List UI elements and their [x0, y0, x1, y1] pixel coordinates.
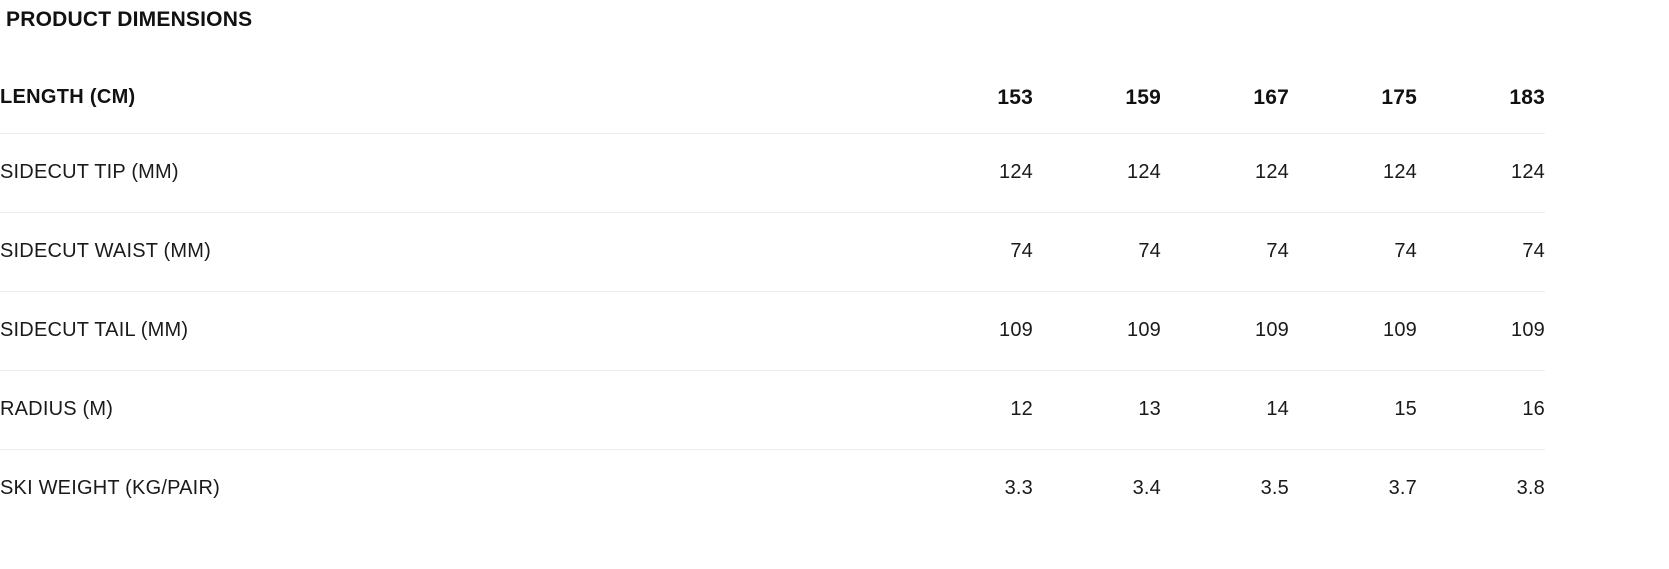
table-header: LENGTH (CM) 153 159 167 175 183 — [0, 63, 1545, 134]
cell-radius-167: 14 — [1266, 398, 1289, 420]
cell-sidecut-waist-167: 74 — [1266, 240, 1289, 262]
cell-ski-weight-167: 3.5 — [1260, 477, 1289, 500]
cell-ski-weight-159: 3.4 — [1132, 477, 1161, 500]
cell-sidecut-waist-159: 74 — [1138, 240, 1161, 262]
table-row: SIDECUT WAIST (MM) 74 74 74 74 74 — [0, 212, 1545, 291]
cell-sidecut-tail-167: 109 — [1255, 319, 1289, 341]
row-label-sidecut-tail: SIDECUT TAIL (MM) — [0, 319, 189, 341]
cell-sidecut-tail-153: 109 — [999, 319, 1033, 341]
cell-sidecut-waist-183: 74 — [1522, 240, 1545, 262]
cell-sidecut-tail-175: 109 — [1383, 319, 1417, 341]
column-header-length: LENGTH (CM) — [0, 63, 905, 134]
cell-ski-weight-153: 3.3 — [1004, 477, 1033, 500]
column-header-length-175: 175 — [1289, 63, 1417, 134]
row-label-radius: RADIUS (M) — [0, 398, 114, 420]
cell-ski-weight-175: 3.7 — [1388, 477, 1417, 500]
cell-sidecut-tail-159: 109 — [1127, 319, 1161, 341]
cell-radius-159: 13 — [1138, 398, 1161, 420]
cell-sidecut-waist-175: 74 — [1394, 240, 1417, 262]
table-body: SIDECUT TIP (MM) 124 124 124 124 124 SID… — [0, 133, 1545, 528]
cell-radius-175: 15 — [1394, 398, 1417, 420]
column-header-length-153: 153 — [905, 63, 1033, 134]
row-label-sidecut-tip: SIDECUT TIP (MM) — [0, 161, 179, 183]
column-header-length-167: 167 — [1161, 63, 1289, 134]
cell-sidecut-tip-183: 124 — [1511, 161, 1545, 183]
cell-sidecut-tip-153: 124 — [999, 161, 1033, 183]
cell-sidecut-waist-153: 74 — [1010, 240, 1033, 262]
cell-sidecut-tip-175: 124 — [1383, 161, 1417, 183]
table-row: SIDECUT TAIL (MM) 109 109 109 109 109 — [0, 291, 1545, 370]
cell-radius-153: 12 — [1010, 398, 1033, 420]
cell-sidecut-tail-183: 109 — [1511, 319, 1545, 341]
cell-sidecut-tip-159: 124 — [1127, 161, 1161, 183]
table-row: SKI WEIGHT (KG/PAIR) 3.3 3.4 3.5 3.7 3.8 — [0, 449, 1545, 528]
product-dimensions-table: LENGTH (CM) 153 159 167 175 183 SIDECUT … — [0, 63, 1545, 528]
column-header-length-183: 183 — [1417, 63, 1545, 134]
cell-ski-weight-183: 3.8 — [1516, 477, 1545, 500]
row-label-ski-weight: SKI WEIGHT (KG/PAIR) — [0, 477, 220, 500]
table-row: SIDECUT TIP (MM) 124 124 124 124 124 — [0, 133, 1545, 212]
cell-sidecut-tip-167: 124 — [1255, 161, 1289, 183]
cell-radius-183: 16 — [1522, 398, 1545, 420]
row-label-sidecut-waist: SIDECUT WAIST (MM) — [0, 240, 212, 262]
column-header-length-159: 159 — [1033, 63, 1161, 134]
table-header-row: LENGTH (CM) 153 159 167 175 183 — [0, 63, 1545, 134]
table-row: RADIUS (M) 12 13 14 15 16 — [0, 370, 1545, 449]
page-title: PRODUCT DIMENSIONS — [6, 8, 253, 31]
